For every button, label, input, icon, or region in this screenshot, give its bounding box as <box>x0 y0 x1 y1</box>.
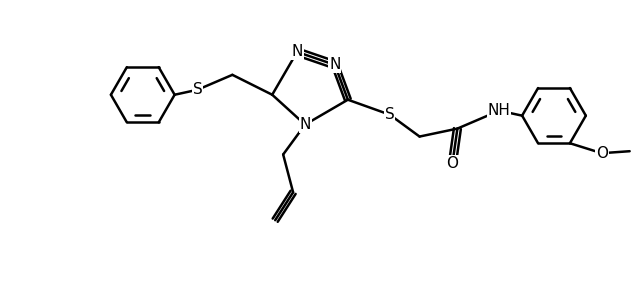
Text: NH: NH <box>488 103 511 118</box>
Text: N: N <box>291 44 303 59</box>
Text: O: O <box>447 156 458 171</box>
Text: S: S <box>385 107 395 122</box>
Text: O: O <box>596 146 608 161</box>
Text: N: N <box>329 57 340 72</box>
Text: S: S <box>193 82 202 97</box>
Text: N: N <box>300 117 311 132</box>
